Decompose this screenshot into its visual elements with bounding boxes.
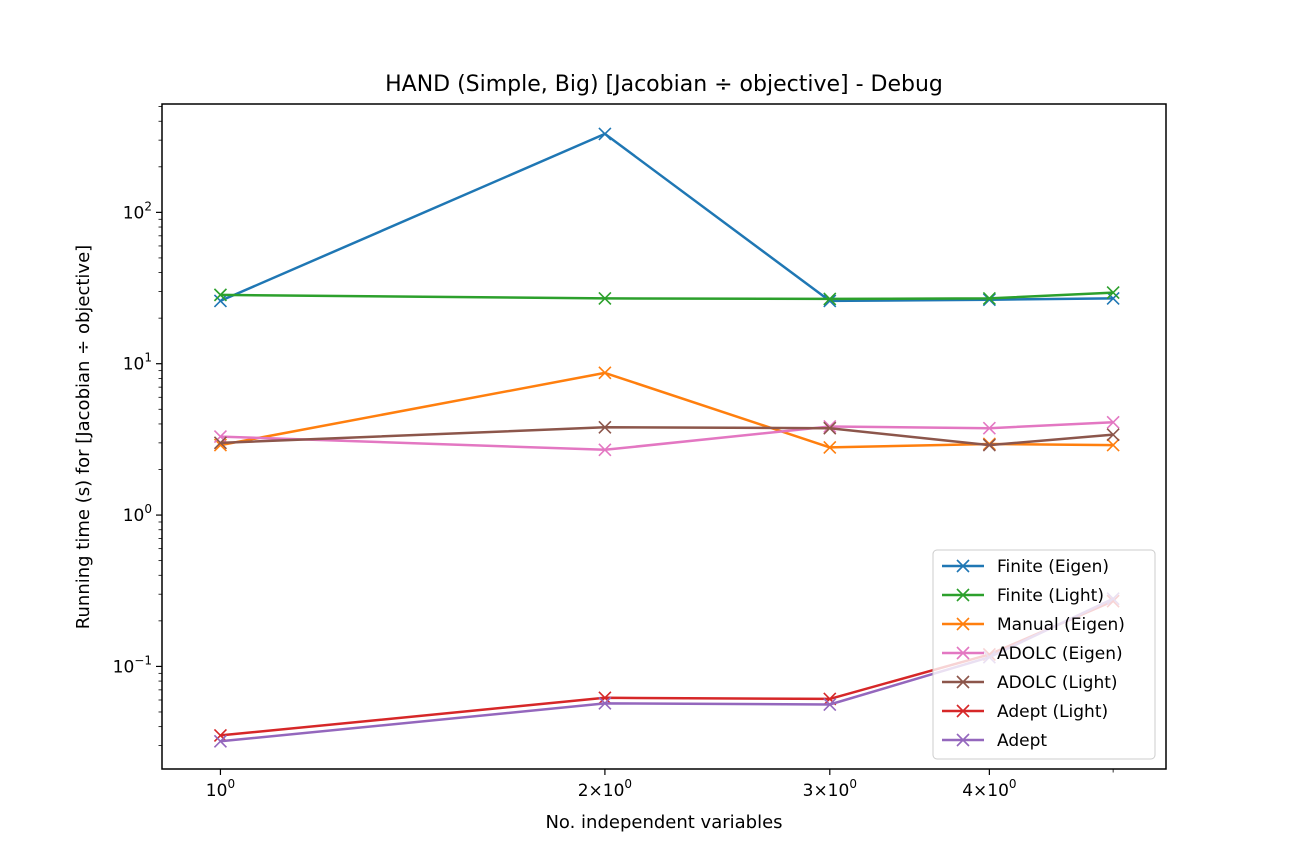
legend-entry: Finite (Eigen) (942, 557, 1109, 577)
data-point-marker (598, 366, 612, 380)
series-finite-eigen (213, 127, 1120, 308)
legend-entry: Adept (942, 731, 1047, 751)
legend: Finite (Eigen) Finite (Light) Manual (Eige… (932, 549, 1156, 760)
series-finite-light (213, 286, 1120, 306)
data-point-marker (823, 419, 837, 434)
legend-label: ADOLC (Eigen) (997, 644, 1123, 664)
data-point-marker (213, 436, 228, 450)
data-point-marker (213, 430, 228, 444)
legend-label: Manual (Eigen) (997, 615, 1125, 635)
data-point-marker (213, 728, 228, 742)
y-tick-label: 10−1 (113, 653, 152, 677)
data-point-marker (823, 697, 837, 712)
data-point-marker (598, 420, 612, 434)
y-axis-label: Running time (s) for [Jacobian ÷ objecti… (73, 245, 94, 629)
legend-marker (956, 617, 970, 631)
series-adolc-eigen (213, 415, 1120, 457)
data-point-marker (598, 127, 612, 141)
legend-label: Adept (Light) (997, 702, 1108, 722)
x-tick-label: 4×100 (962, 777, 1016, 801)
data-point-marker (598, 291, 612, 305)
data-point-marker (982, 421, 996, 435)
legend-entry: ADOLC (Light) (942, 673, 1118, 693)
data-point-marker (1106, 286, 1120, 300)
plot-frame (161, 103, 1167, 770)
data-point-marker (823, 292, 837, 306)
legend-box (932, 549, 1156, 760)
data-point-marker (823, 294, 837, 308)
data-point-marker (598, 691, 612, 705)
data-point-marker (598, 443, 612, 457)
data-point-marker (823, 421, 837, 435)
data-point-marker (982, 291, 996, 305)
data-point-marker (1106, 438, 1120, 452)
legend-marker (956, 588, 970, 602)
y-tick-label: 101 (123, 351, 152, 375)
series-adolc-light (213, 420, 1120, 452)
x-tick-label: 2×100 (578, 777, 632, 801)
legend-marker (956, 675, 970, 689)
x-tick-label: 100 (206, 777, 235, 801)
legend-marker (956, 646, 970, 660)
data-point-marker (213, 288, 228, 302)
legend-label: Adept (997, 731, 1047, 751)
x-tick-label: 3×100 (803, 777, 857, 801)
chart-title: HAND (Simple, Big) [Jacobian ÷ objective… (385, 72, 943, 97)
data-point-marker (598, 696, 612, 710)
legend-entry: Manual (Eigen) (942, 615, 1125, 635)
major-ticks: 10−1 100 101 102 100 2×100 3×100 4×100 (113, 199, 1017, 801)
legend-entry: Finite (Light) (942, 586, 1104, 606)
legend-marker (956, 559, 970, 573)
legend-marker (956, 733, 970, 747)
data-point-marker (1106, 415, 1120, 429)
data-point-marker (982, 438, 996, 452)
data-point-marker (213, 734, 228, 748)
legend-entry: ADOLC (Eigen) (942, 644, 1123, 664)
x-axis-label: No. independent variables (545, 812, 782, 833)
data-point-marker (213, 294, 228, 308)
data-point-marker (823, 440, 837, 454)
legend-label: Finite (Eigen) (997, 557, 1109, 577)
legend-label: Finite (Light) (997, 586, 1104, 606)
data-point-marker (1106, 291, 1120, 305)
data-point-marker (982, 293, 996, 307)
data-point-marker (1106, 428, 1120, 442)
y-tick-label: 102 (123, 199, 152, 223)
y-tick-label: 100 (123, 502, 152, 526)
legend-label: ADOLC (Light) (997, 673, 1118, 693)
legend-entry: Adept (Light) (942, 702, 1108, 722)
legend-marker (956, 704, 970, 718)
